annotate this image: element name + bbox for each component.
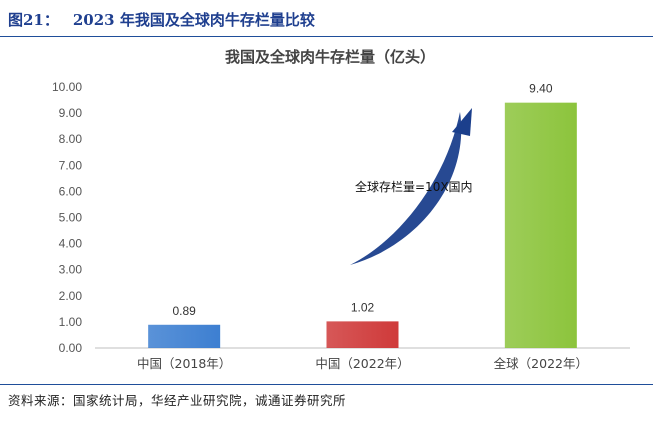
bar-value-label: 0.89 xyxy=(172,304,196,318)
y-tick-label: 7.00 xyxy=(59,158,83,172)
y-tick-label: 6.00 xyxy=(59,184,83,198)
figure-header: 图21： 2023 年我国及全球肉牛存栏量比较 xyxy=(0,0,653,37)
source-note: 资料来源：国家统计局，华经产业研究院，诚通证券研究所 xyxy=(8,393,347,408)
figure-title-text: 2023 年我国及全球肉牛存栏量比较 xyxy=(72,11,315,29)
bar xyxy=(326,321,399,348)
y-tick-label: 5.00 xyxy=(59,211,83,225)
y-tick-label: 9.00 xyxy=(59,106,83,120)
y-tick-label: 1.00 xyxy=(59,315,83,329)
x-category-label: 中国（2022年） xyxy=(315,356,409,371)
y-tick-label: 2.00 xyxy=(59,289,83,303)
annotation-label: 全球存栏量=10X国内 xyxy=(355,179,473,194)
bar xyxy=(504,102,577,348)
y-tick-label: 8.00 xyxy=(59,132,83,146)
bar-value-label: 1.02 xyxy=(351,300,375,314)
trend-arrow-body xyxy=(350,112,462,265)
chart-container: 我国及全球肉牛存栏量（亿头） 0.00 1.00 2.00 3.00 4.00 5.00 6.… xyxy=(0,40,653,378)
bar-value-label: 9.40 xyxy=(529,82,553,96)
bar xyxy=(148,324,221,348)
y-tick-label: 0.00 xyxy=(59,341,83,355)
y-tick-label: 10.00 xyxy=(52,80,82,94)
x-category-label: 中国（2018年） xyxy=(137,356,231,371)
chart-title: 我国及全球肉牛存栏量（亿头） xyxy=(225,48,435,66)
y-tick-label: 3.00 xyxy=(59,263,83,277)
trend-arrow-head xyxy=(452,108,472,136)
footer-divider xyxy=(0,384,653,385)
figure-title: 图21： 2023 年我国及全球肉牛存栏量比较 xyxy=(8,9,315,30)
y-tick-label: 4.00 xyxy=(59,237,83,251)
figure-number: 图21： xyxy=(8,11,59,29)
x-category-label: 全球（2022年） xyxy=(494,356,588,371)
bar-chart: 我国及全球肉牛存栏量（亿头） 0.00 1.00 2.00 3.00 4.00 5.00 6.… xyxy=(52,48,630,371)
